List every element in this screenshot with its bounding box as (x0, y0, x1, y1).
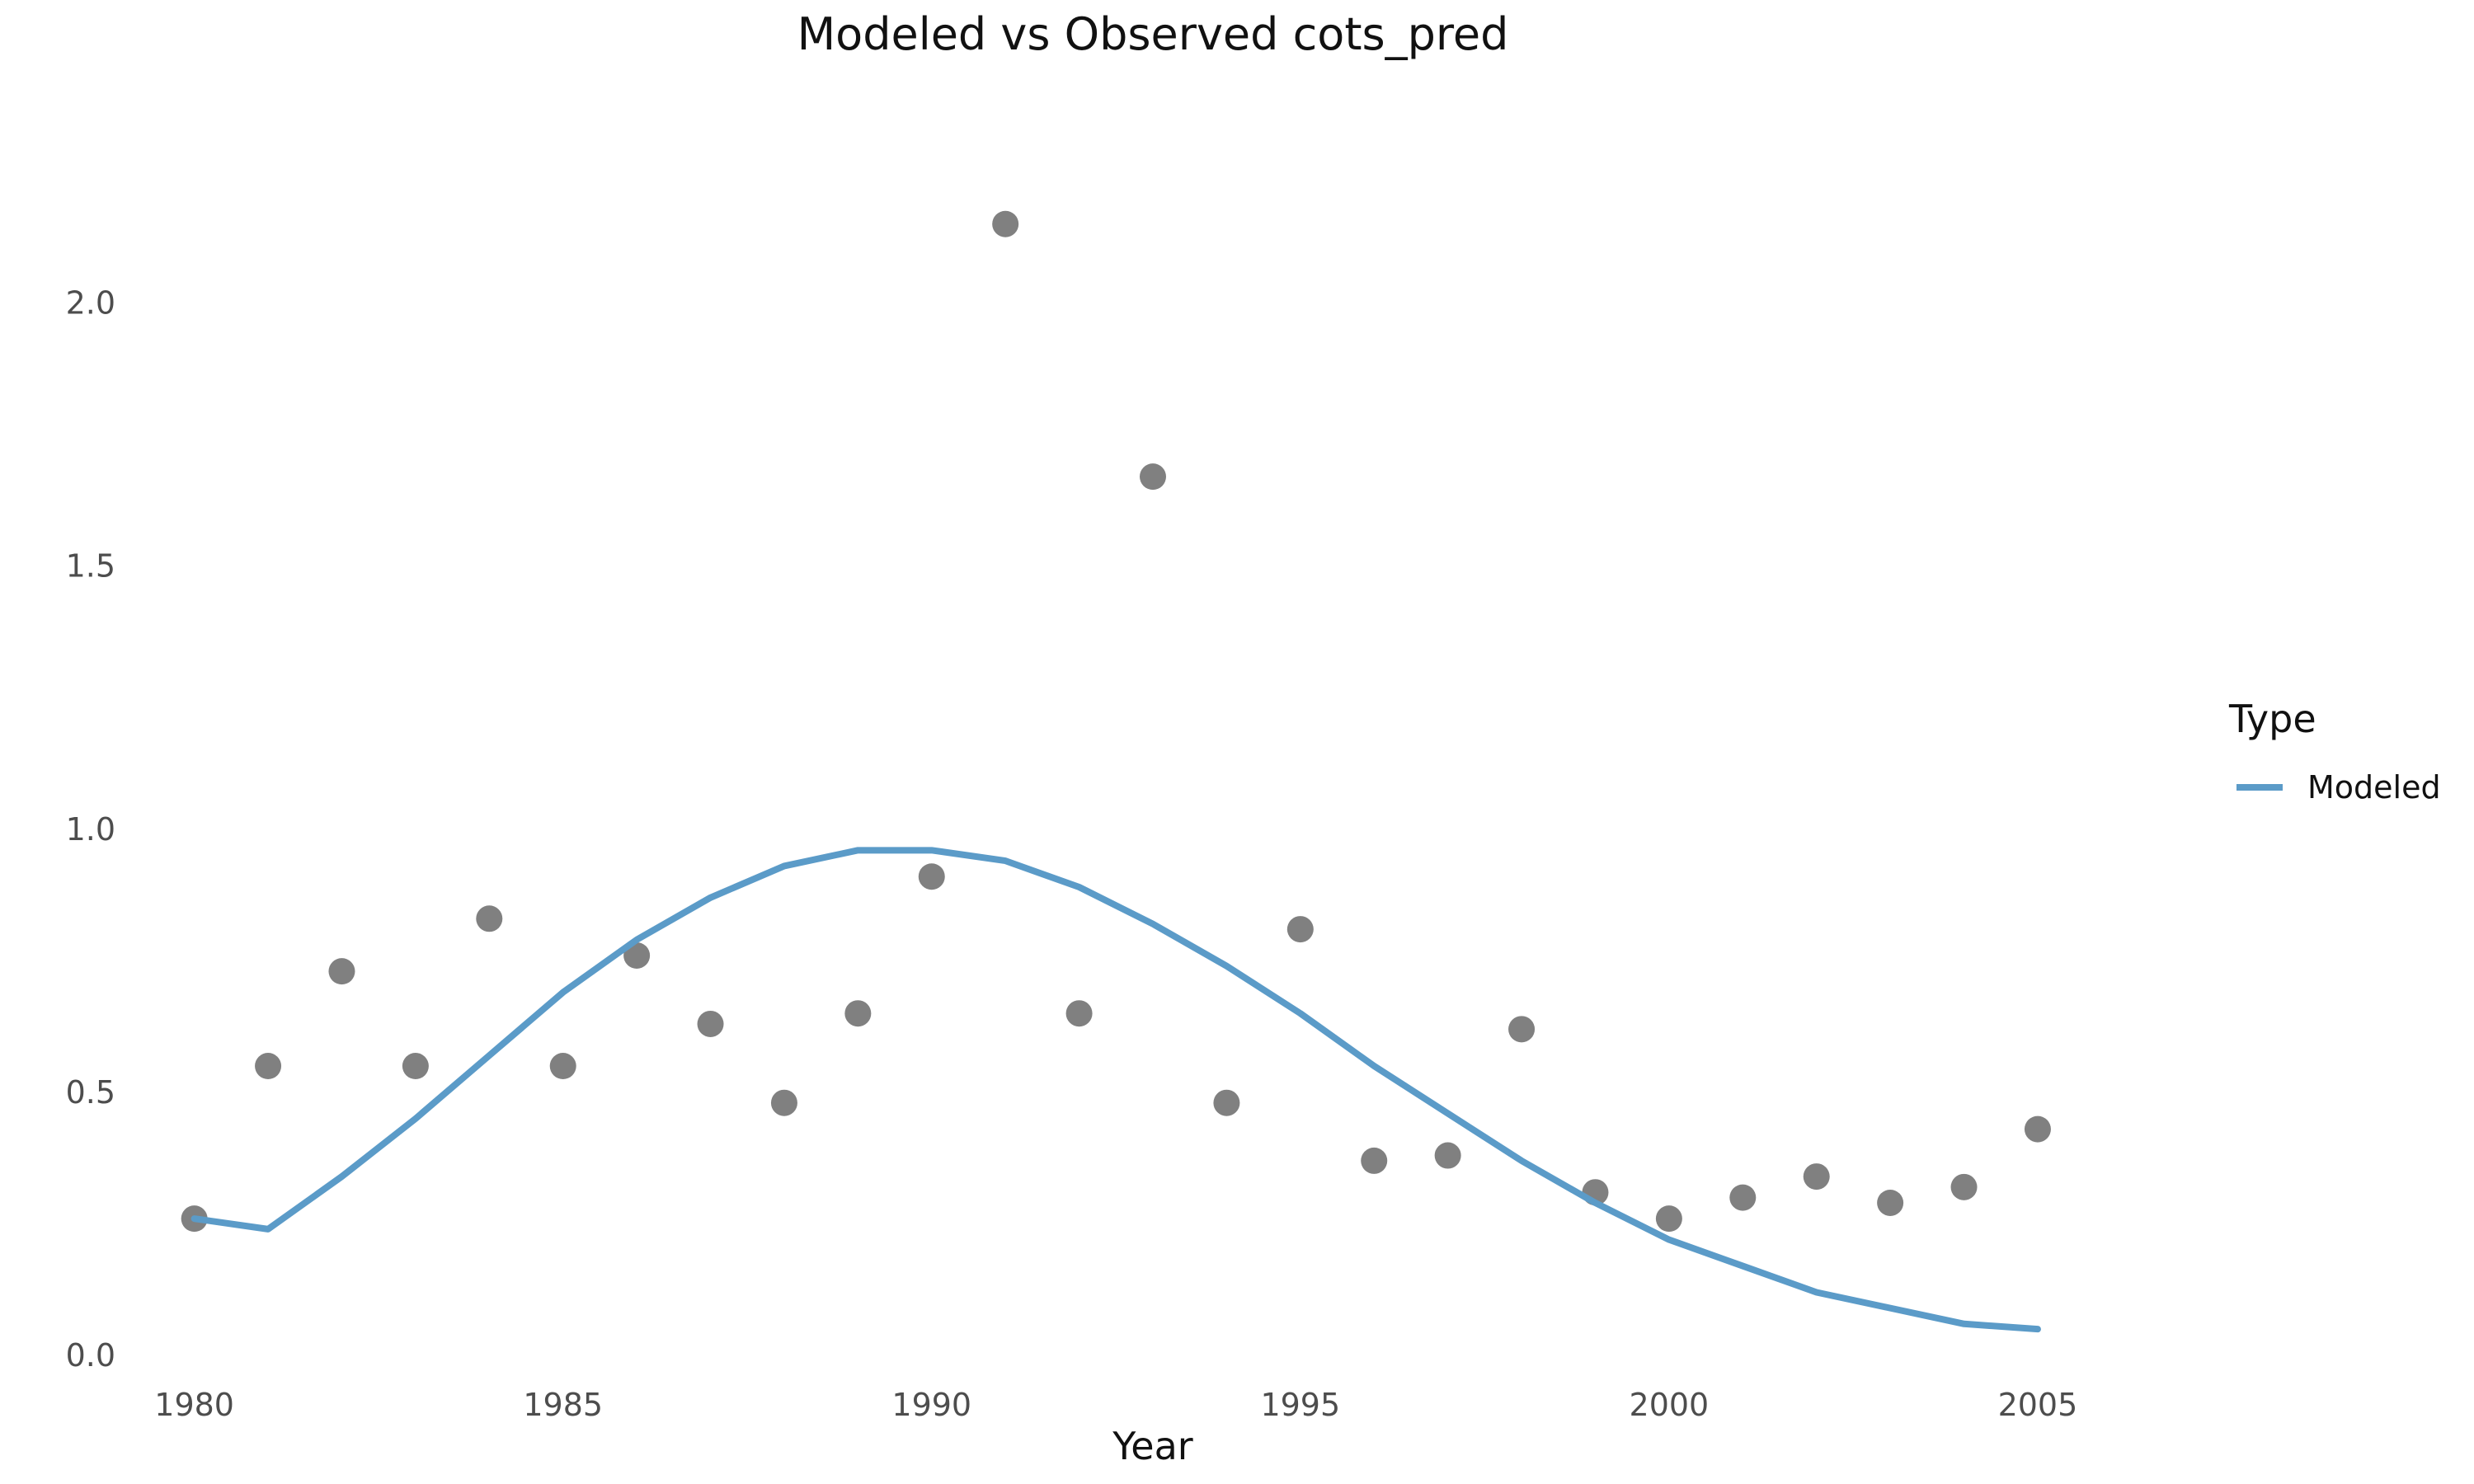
x-axis-title: Year (1112, 1424, 1192, 1468)
observed-point (844, 1000, 872, 1027)
observed-point (255, 1053, 282, 1080)
legend-title: Type (2228, 697, 2316, 741)
observed-points (181, 210, 2051, 1233)
observed-point (402, 1053, 429, 1080)
observed-point (1655, 1205, 1682, 1233)
observed-point (1729, 1184, 1757, 1211)
observed-point (1803, 1163, 1830, 1190)
observed-point (476, 905, 503, 932)
observed-point (697, 1010, 724, 1037)
y-tick-label: 1.5 (66, 548, 115, 585)
observed-point (2024, 1115, 2051, 1143)
observed-point (1508, 1016, 1536, 1043)
x-tick-label: 2005 (1998, 1387, 2078, 1423)
observed-point (918, 863, 945, 890)
observed-point (1877, 1189, 1904, 1216)
y-axis-ticks: 0.0 0.5 1.0 1.5 2.0 (66, 284, 115, 1374)
y-tick-label: 2.0 (66, 284, 115, 321)
observed-point (1213, 1089, 1240, 1116)
legend-label-modeled: Modeled (2307, 769, 2441, 805)
x-tick-label: 1990 (891, 1387, 971, 1423)
x-tick-label: 1985 (523, 1387, 603, 1423)
modeled-line (190, 847, 2041, 1333)
observed-point (1065, 1000, 1093, 1027)
observed-point (1286, 916, 1314, 943)
observed-point (1950, 1173, 1978, 1200)
chart-title: Modeled vs Observed cots_pred (797, 8, 1509, 60)
plot-area (181, 210, 2051, 1333)
y-tick-label: 0.5 (66, 1074, 115, 1111)
x-tick-label: 1995 (1260, 1387, 1340, 1423)
observed-point (992, 210, 1019, 237)
observed-point (549, 1053, 576, 1080)
observed-point (1361, 1147, 1388, 1174)
y-tick-label: 0.0 (66, 1337, 115, 1374)
legend: Type Modeled (2228, 697, 2441, 805)
observed-point (770, 1089, 797, 1116)
x-axis-ticks: 1980 1985 1990 1995 2000 2005 (154, 1387, 2077, 1423)
observed-point (328, 958, 355, 985)
observed-point (623, 942, 651, 969)
x-tick-label: 2000 (1630, 1387, 1710, 1423)
observed-point (1140, 463, 1166, 491)
x-tick-label: 1980 (154, 1387, 234, 1423)
y-tick-label: 1.0 (66, 811, 115, 848)
observed-point (1434, 1142, 1461, 1169)
